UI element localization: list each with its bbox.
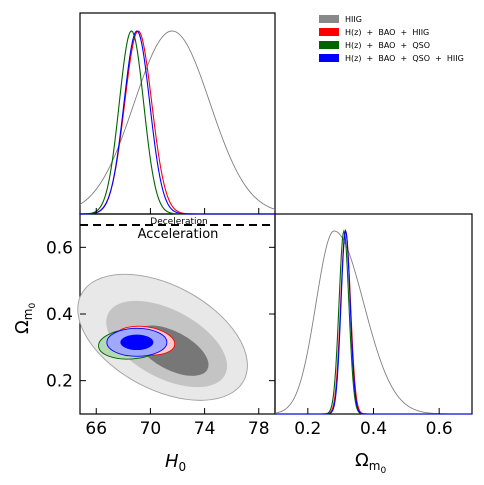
h0-curve-hz_bao_qso_hiig xyxy=(80,30,275,215)
om-curve-hz_bao_qso xyxy=(275,229,472,415)
panel-h0-posterior xyxy=(79,12,276,215)
axis-ticks: 66 70 74 78 0.2 0.2 0.4 0.4 0.6 0.6 xyxy=(46,208,453,439)
h0-posterior-curves xyxy=(79,30,276,215)
om-axis-label: Ωm0 xyxy=(355,450,386,476)
om-y-tick-label: 0.6 xyxy=(46,238,73,258)
h0-tick-label: 78 xyxy=(248,419,270,439)
contour-hz-bao-qso-hiig-1sigma xyxy=(120,334,154,351)
h0-curve-hiig xyxy=(79,30,276,210)
h0-tick-label: 66 xyxy=(85,419,107,439)
legend-swatch-hiig xyxy=(319,15,339,23)
om-y-tick-label: 0.2 xyxy=(46,372,73,392)
om-x-tick-label: 0.6 xyxy=(426,419,453,439)
om-y-axis-label: Ωm0 xyxy=(12,303,38,334)
legend-label-hz-bao-hiig: H(z) + BAO + HIIG xyxy=(345,28,429,37)
legend: HIIG H(z) + BAO + HIIG H(z) + BAO + QSO … xyxy=(319,15,464,63)
legend-label-hiig: HIIG xyxy=(345,15,362,24)
legend-label-hz-bao-qso-hiig: H(z) + BAO + QSO + HIIG xyxy=(345,54,464,63)
om-x-tick-label: 0.2 xyxy=(294,419,321,439)
joint-contours xyxy=(77,273,248,401)
om-curve-hz_bao_qso_hiig xyxy=(275,228,472,415)
om-curve-hiig xyxy=(274,230,472,415)
legend-label-hz-bao-qso: H(z) + BAO + QSO xyxy=(345,41,430,50)
om-posterior-curves xyxy=(274,228,472,415)
legend-swatch-hz-bao-hiig xyxy=(319,28,339,36)
h0-tick-label: 74 xyxy=(194,419,216,439)
legend-swatch-hz-bao-qso-hiig xyxy=(319,54,339,62)
acceleration-label: Acceleration xyxy=(138,227,219,242)
panel-om-posterior xyxy=(274,213,473,415)
legend-swatch-hz-bao-qso xyxy=(319,41,339,49)
h0-axis-label: H0 xyxy=(165,451,186,474)
deceleration-label: Deceleration xyxy=(150,217,207,227)
h0-tick-label: 70 xyxy=(140,419,162,439)
om-x-tick-label: 0.4 xyxy=(360,419,387,439)
om-y-tick-label: 0.4 xyxy=(46,305,73,325)
om-curve-hz_bao_hiig xyxy=(275,229,472,415)
